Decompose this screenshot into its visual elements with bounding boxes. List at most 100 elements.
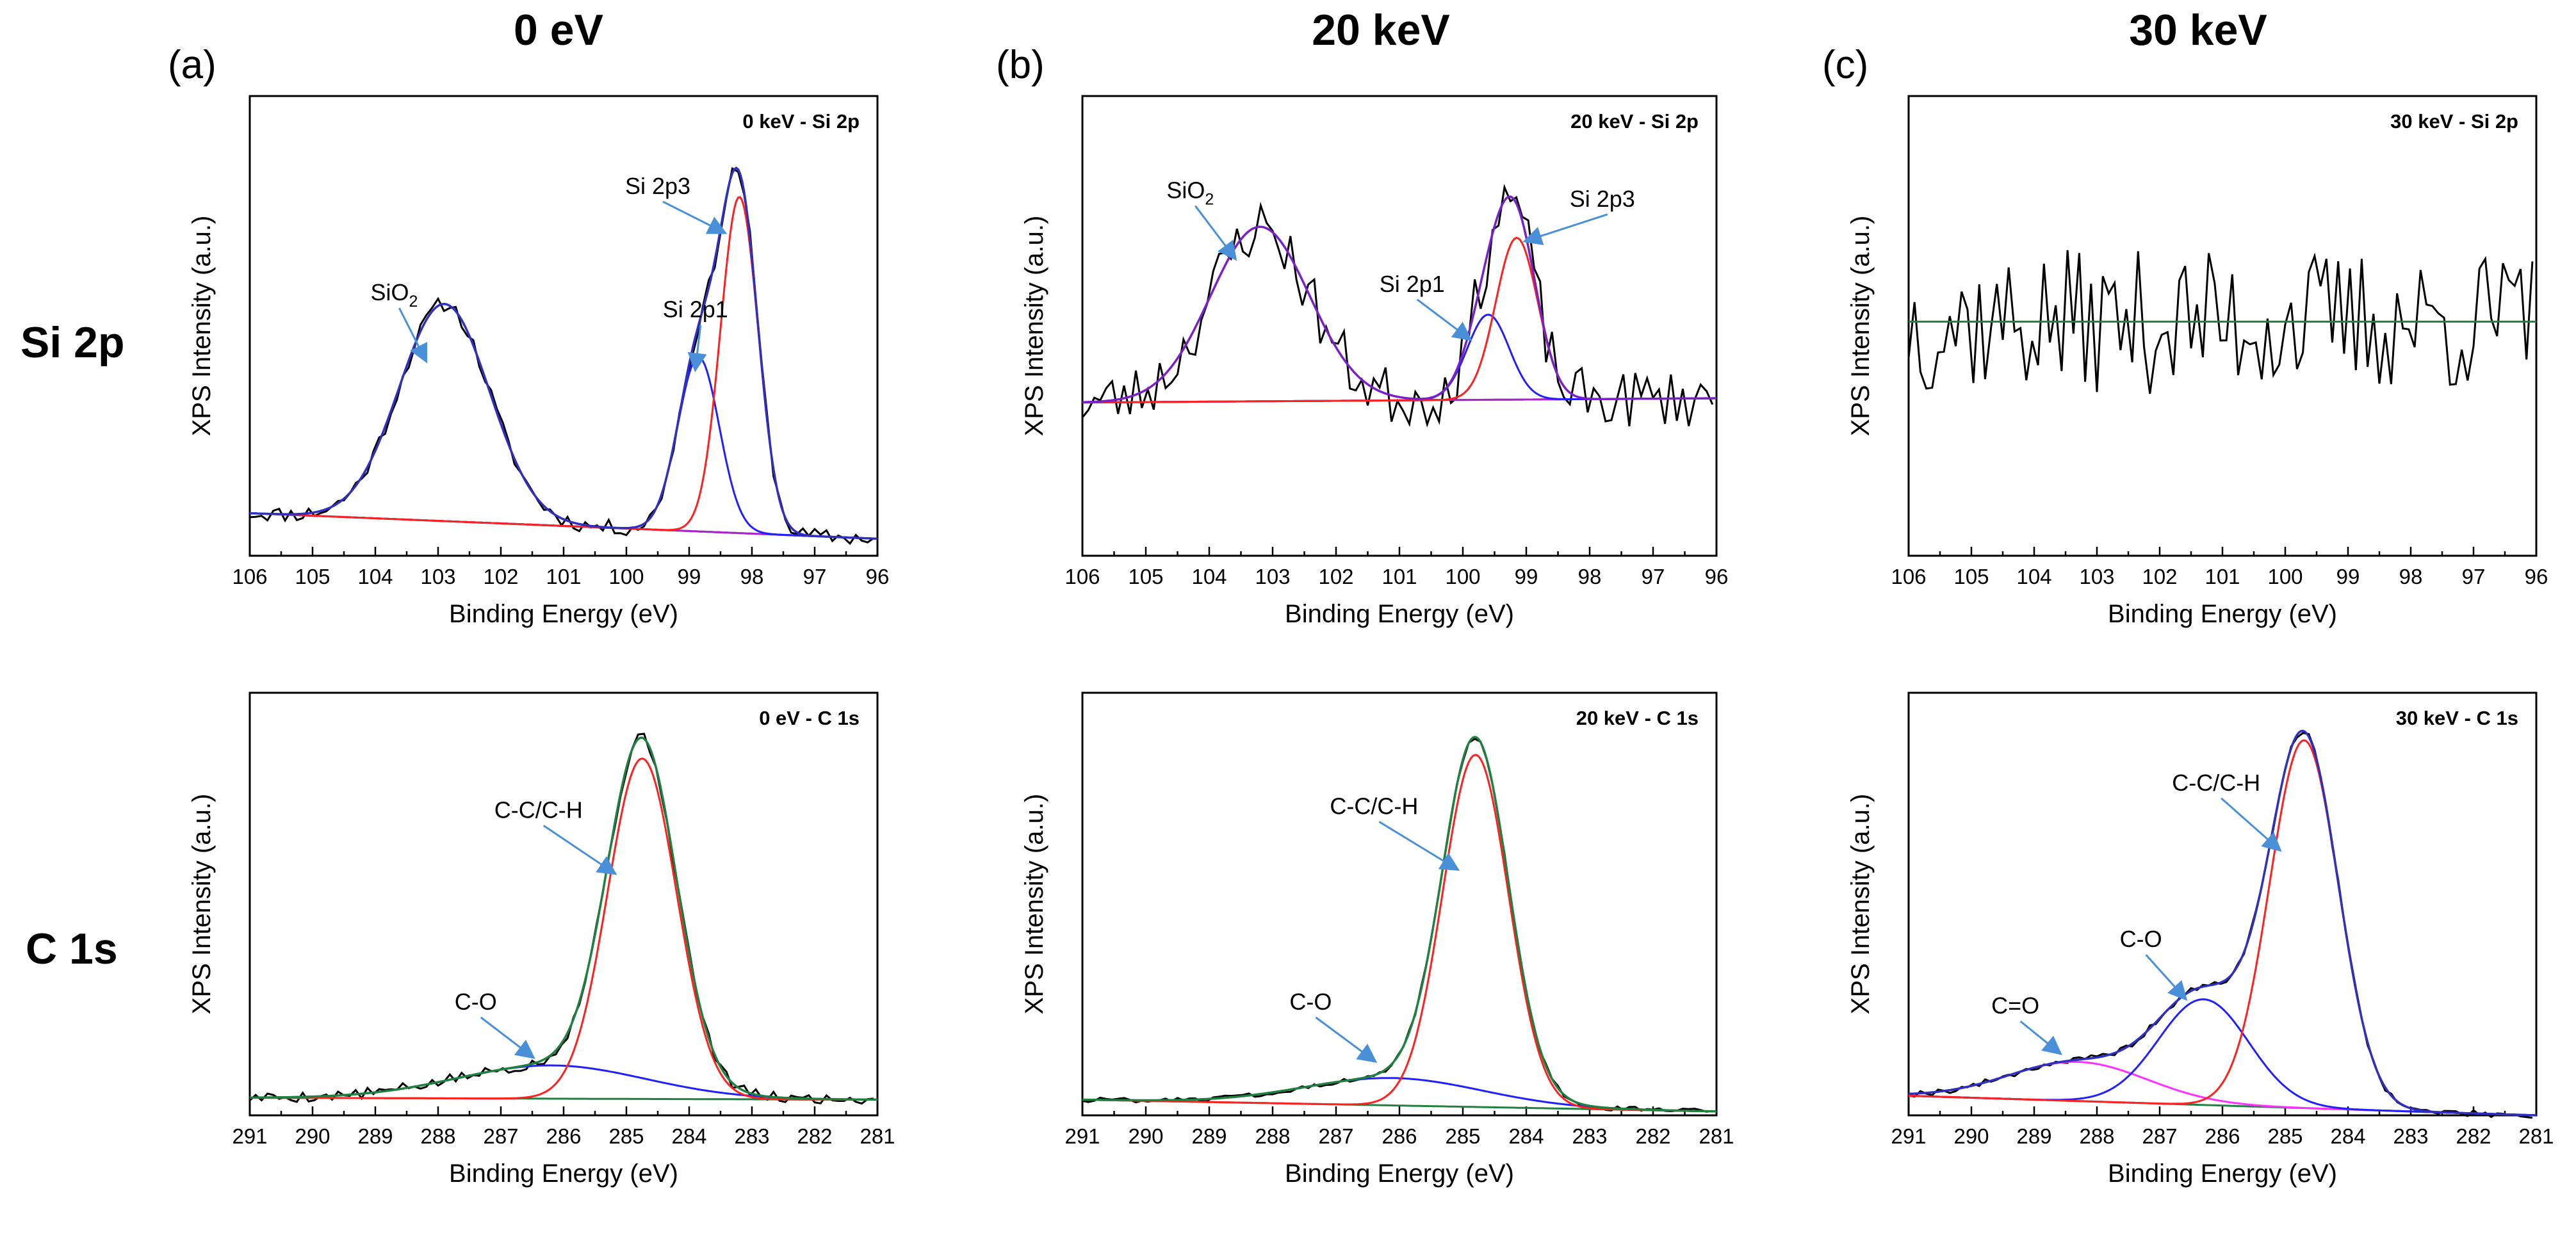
x-tick-label: 287 — [483, 1124, 518, 1148]
plot-frame — [1907, 691, 2538, 1117]
panel-title: 0 eV - C 1s — [759, 707, 860, 729]
component-series — [249, 303, 878, 540]
x-axis-label: Binding Energy (eV) — [449, 600, 678, 628]
column-title-30kev: 30 keV — [2129, 6, 2267, 54]
x-tick-label: 288 — [1255, 1124, 1290, 1148]
x-tick-label: 286 — [546, 1124, 581, 1148]
x-tick-label: 105 — [295, 565, 330, 588]
peak-annotation: C-O — [1289, 989, 1332, 1015]
x-tick-label: 104 — [1191, 565, 1227, 588]
x-tick-label: 101 — [1382, 565, 1417, 588]
x-tick-label: 284 — [2330, 1124, 2365, 1148]
annotation-arrow — [1378, 821, 1460, 871]
x-tick-label: 290 — [295, 1124, 330, 1148]
component-series — [249, 196, 878, 540]
x-tick-label: 99 — [678, 565, 701, 588]
component-series — [1082, 236, 1716, 404]
x-tick-label: 282 — [1635, 1124, 1670, 1148]
x-tick-label: 98 — [2399, 565, 2423, 588]
x-tick-label: 289 — [357, 1124, 393, 1148]
x-axis-label: Binding Energy (eV) — [1285, 600, 1514, 628]
x-tick-label: 291 — [1891, 1124, 1926, 1148]
chart-20kev-c1s: 291 290 289 288 287 286 285 284 283 282 281 Binding… — [1020, 691, 1734, 1188]
x-tick-label: 99 — [1515, 565, 1538, 588]
x-tick-label: 100 — [1445, 565, 1480, 588]
x-tick-label: 286 — [1382, 1124, 1417, 1148]
annotation-arrow — [1522, 213, 1608, 245]
chart-30kev-si2p: 106 105 104 103 102 101 100 99 98 97 96 Binding Ene… — [1846, 95, 2548, 628]
x-tick-label: 104 — [357, 565, 393, 588]
x-tick-label: 97 — [2462, 565, 2486, 588]
x-tick-label: 285 — [608, 1124, 644, 1148]
annotation-arrow — [2221, 797, 2282, 852]
x-tick-label: 96 — [1705, 565, 1729, 588]
panel-title: 30 keV - C 1s — [2396, 707, 2518, 729]
envelope-series — [250, 736, 877, 1101]
column-title-20kev: 20 keV — [1312, 6, 1450, 54]
x-tick-label: 98 — [740, 565, 764, 588]
x-axis-label: Binding Energy (eV) — [2108, 600, 2337, 628]
envelope-series — [1082, 195, 1716, 403]
x-tick-label: 283 — [2393, 1124, 2428, 1148]
y-axis-label: XPS Intensity (a.u.) — [1020, 216, 1048, 437]
x-tick-label: 284 — [671, 1124, 706, 1148]
peak-annotation: C-O — [455, 989, 497, 1015]
envelope-series — [1082, 736, 1716, 1113]
x-tick-label: 97 — [1642, 565, 1665, 588]
x-tick-label: 103 — [420, 565, 455, 588]
raw-data-series — [249, 732, 874, 1105]
x-tick-label: 285 — [1445, 1124, 1480, 1148]
x-tick-label: 100 — [2267, 565, 2303, 588]
annotation-arrow — [687, 325, 707, 373]
annotation-arrow — [1194, 205, 1237, 261]
x-tick-label: 103 — [2079, 565, 2114, 588]
x-tick-label: 103 — [1255, 565, 1290, 588]
x-tick-label: 282 — [2456, 1124, 2491, 1148]
x-tick-label: 286 — [2205, 1124, 2240, 1148]
component-series — [250, 757, 878, 1101]
peak-annotation: Si 2p1 — [663, 296, 728, 323]
x-tick-label: 96 — [2525, 565, 2548, 588]
x-tick-label: 98 — [1578, 565, 1602, 588]
annotation-arrow — [542, 825, 617, 875]
x-tick-label: 99 — [2336, 565, 2360, 588]
annotation-arrow — [398, 307, 428, 364]
peak-annotation: C-C/C-H — [494, 797, 583, 823]
x-tick-label: 282 — [797, 1124, 832, 1148]
raw-data-series — [1081, 184, 1714, 428]
raw-data-series — [249, 166, 874, 546]
x-tick-label: 288 — [2079, 1124, 2114, 1148]
y-axis-label: XPS Intensity (a.u.) — [1020, 794, 1048, 1015]
x-tick-label: 101 — [2205, 565, 2240, 588]
x-tick-label: 290 — [1953, 1124, 1989, 1148]
peak-annotation: SiO2 — [370, 279, 418, 311]
x-tick-label: 288 — [420, 1124, 455, 1148]
envelope-series — [249, 166, 878, 540]
x-tick-label: 106 — [232, 565, 267, 588]
peak-annotation: Si 2p3 — [625, 173, 690, 199]
panel-title: 20 keV - Si 2p — [1570, 110, 1699, 133]
x-tick-label: 105 — [1953, 565, 1989, 588]
x-axis-label: Binding Energy (eV) — [2108, 1160, 2337, 1188]
plot-frame — [1081, 95, 1718, 557]
annotation-arrow — [1315, 1016, 1378, 1063]
x-tick-label: 287 — [1318, 1124, 1353, 1148]
x-tick-label: 100 — [608, 565, 644, 588]
annotation-arrow — [662, 200, 728, 234]
y-axis-label: XPS Intensity (a.u.) — [188, 216, 216, 437]
peak-annotation: C-C/C-H — [2172, 770, 2260, 796]
peak-annotation: Si 2p3 — [1570, 186, 1635, 212]
panel-letter-b: (b) — [996, 43, 1045, 87]
panel-title: 0 keV - Si 2p — [742, 110, 860, 133]
row-title-si2p: Si 2p — [20, 318, 125, 367]
x-tick-label: 281 — [2518, 1124, 2554, 1148]
x-tick-label: 106 — [1064, 565, 1100, 588]
component-series — [1082, 754, 1717, 1113]
annotation-arrow — [1416, 298, 1472, 341]
x-tick-label: 289 — [2016, 1124, 2051, 1148]
x-tick-label: 281 — [1699, 1124, 1734, 1148]
annotation-arrow — [2019, 1020, 2062, 1055]
x-tick-label: 105 — [1128, 565, 1163, 588]
panel-title: 20 keV - C 1s — [1576, 707, 1699, 729]
